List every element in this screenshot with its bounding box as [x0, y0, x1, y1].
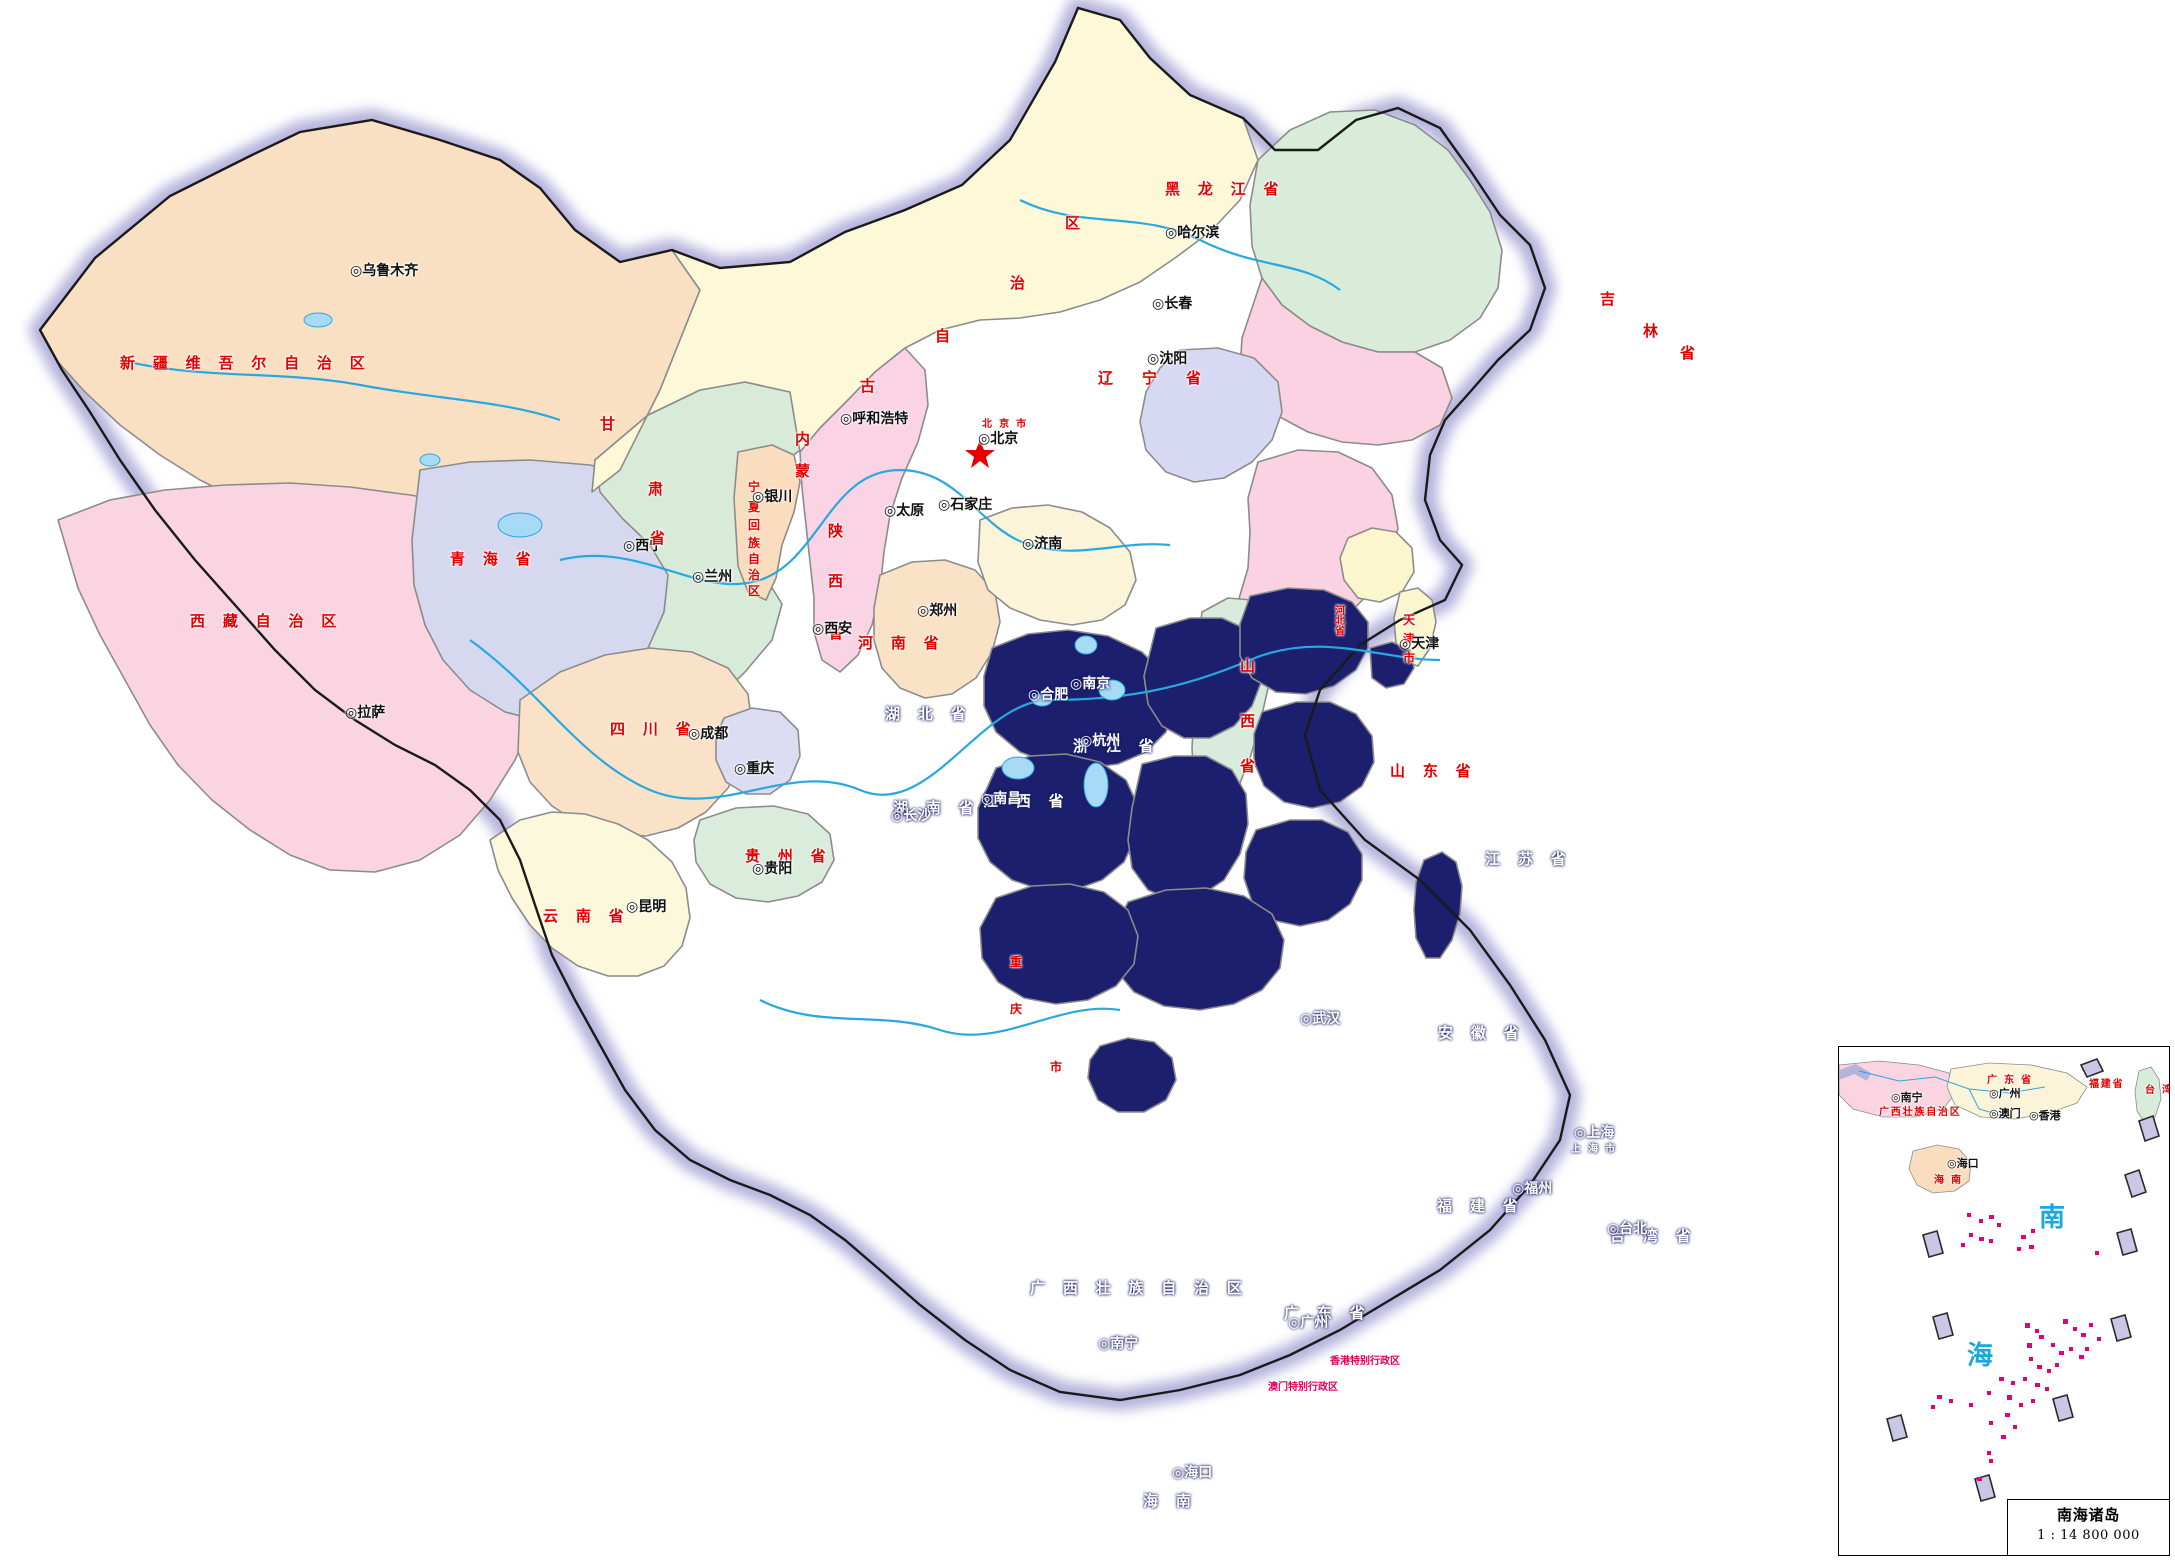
inset-hainan: [1908, 1144, 1972, 1194]
province-shanghai[interactable]: [1369, 641, 1415, 689]
province-sichuan[interactable]: [517, 647, 753, 837]
province-chongqing[interactable]: [715, 707, 801, 795]
national-border: [38, 6, 1572, 1402]
province-ningxia[interactable]: [733, 444, 801, 601]
inset-taiwan: [2134, 1066, 2162, 1124]
inset-title-text: 南海诸岛: [2056, 1506, 2120, 1524]
province-jiangsu[interactable]: [1239, 587, 1369, 695]
province-taiwan[interactable]: [1413, 851, 1463, 959]
heilongjiang-river: [1019, 199, 1341, 291]
province-hainan[interactable]: [1087, 1037, 1177, 1113]
province-jiangxi[interactable]: [1127, 755, 1249, 901]
detailed-map-layer: [38, 6, 1572, 1402]
province-hunan[interactable]: [977, 753, 1139, 891]
tarim-river: [119, 358, 561, 422]
yangtze-river: [469, 639, 1441, 800]
lake-chaohu: [1031, 693, 1053, 707]
inset-svg: [1839, 1057, 2162, 1502]
lake-hongze: [1074, 635, 1098, 655]
province-shandong[interactable]: [977, 504, 1137, 626]
province-zhejiang[interactable]: [1253, 701, 1375, 809]
province-yunnan[interactable]: [489, 811, 691, 977]
inset-halo: [1839, 1064, 1872, 1081]
lakes: [303, 312, 1126, 808]
province-guizhou[interactable]: [693, 805, 835, 903]
province-guangxi[interactable]: [979, 883, 1139, 1005]
inset-islands: [1931, 1213, 2101, 1481]
rivers: [119, 199, 1441, 1036]
province-liaoning[interactable]: [1139, 347, 1283, 483]
capital-star-marker: [965, 440, 995, 468]
inset-boundary-dashes: [1886, 1057, 2160, 1502]
lake-dongting: [1001, 756, 1035, 780]
inset-rivers: [1858, 1070, 2046, 1118]
province-henan[interactable]: [873, 559, 1001, 699]
province-polygons: [39, 7, 1503, 1113]
lake-qinghai: [497, 512, 543, 538]
yellow-river: [559, 468, 1171, 586]
lake-bosten: [419, 453, 441, 467]
pearl-river: [759, 999, 1121, 1036]
inset-scale-text: 1 : 14 800 000: [2037, 1528, 2140, 1543]
lake-taihu: [1098, 679, 1126, 701]
inset-title-box: 南海诸岛 1 : 14 800 000: [2007, 1499, 2169, 1555]
lake-namco: [303, 312, 333, 328]
province-shaanxi[interactable]: [799, 347, 929, 673]
province-fujian[interactable]: [1243, 819, 1363, 927]
lake-poyang: [1083, 762, 1109, 808]
inset-guangdong: [1946, 1062, 2088, 1120]
